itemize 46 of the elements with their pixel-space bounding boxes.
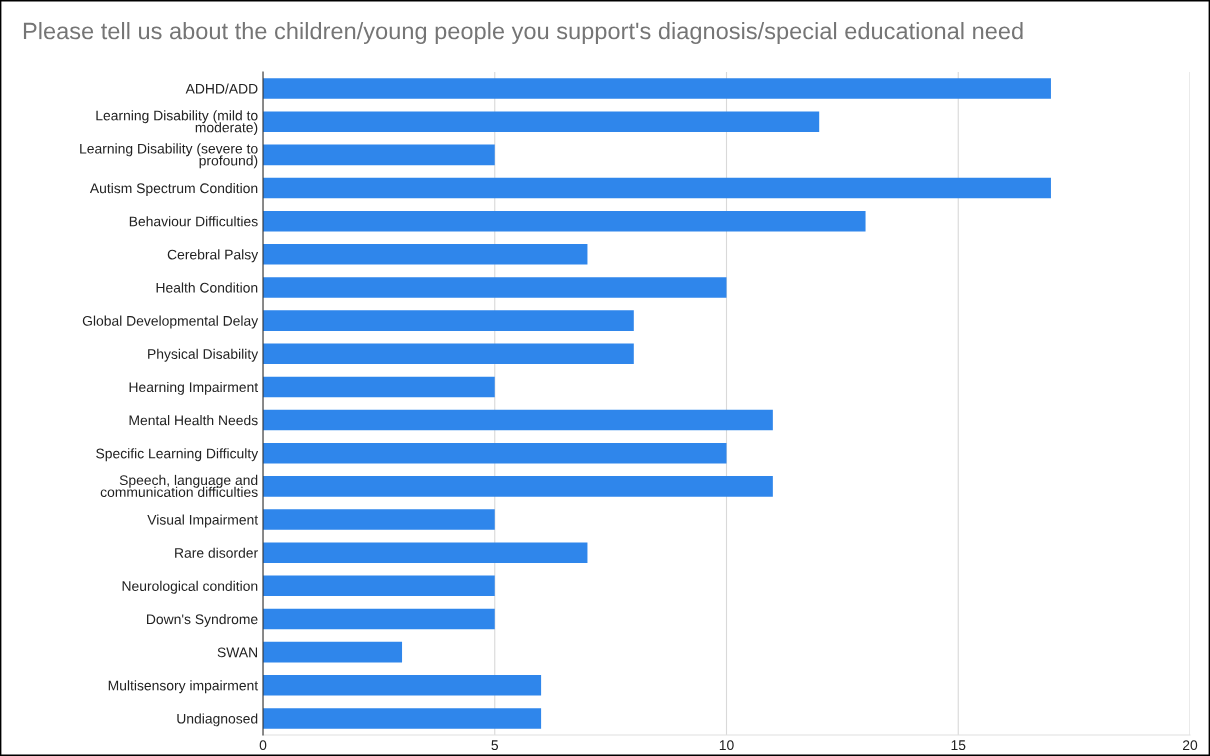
bar xyxy=(263,476,773,497)
bar xyxy=(263,542,588,563)
bar xyxy=(263,509,495,530)
y-tick-label: Global Developmental Delay xyxy=(82,315,259,329)
bar xyxy=(263,111,820,132)
bar xyxy=(263,376,495,398)
y-tick-label: Cerebral Palsy xyxy=(167,249,259,263)
bar xyxy=(263,708,542,729)
bar xyxy=(263,608,495,630)
bar xyxy=(263,442,727,464)
bar xyxy=(263,177,1051,199)
y-tick-label: Autism Spectrum Condition xyxy=(89,182,258,196)
bar xyxy=(263,409,773,431)
x-tick-label: 0 xyxy=(259,740,267,751)
x-tick-label: 15 xyxy=(951,740,966,751)
bar xyxy=(263,78,1051,99)
y-tick-label: Learning Disability (severe to profound) xyxy=(80,143,258,169)
x-tick-label: 10 xyxy=(719,740,734,751)
bar xyxy=(263,277,727,298)
y-tick-label: Physical Disability xyxy=(148,348,259,362)
y-tick-label: Hearning Impairment xyxy=(129,381,259,395)
y-tick-label: Behaviour Difficulties xyxy=(129,216,258,227)
y-tick-label: Visual Impairment xyxy=(147,514,259,528)
y-tick-label: ADHD/ADD xyxy=(185,83,258,94)
bar xyxy=(263,343,634,365)
y-tick-label: Learning Disability (mild to moderate) xyxy=(96,110,258,136)
bar xyxy=(263,244,588,265)
y-tick-label: Neurological condition xyxy=(122,580,258,594)
y-tick-label: SWAN xyxy=(217,647,257,658)
x-tick-label: 5 xyxy=(491,740,499,751)
y-tick-label: Multisensory impairment xyxy=(108,680,259,694)
bar xyxy=(263,641,403,663)
y-tick-label: Mental Health Needs xyxy=(129,415,258,426)
y-tick-label: Rare disorder xyxy=(175,547,258,558)
y-tick-label: Undiagnosed xyxy=(177,713,258,727)
bar xyxy=(263,575,495,597)
bar xyxy=(263,144,495,166)
y-tick-label: Speech, language and communication difficulties xyxy=(100,474,258,498)
y-tick-label: Health Condition xyxy=(156,282,258,293)
y-tick-label: Specific Learning Difficulty xyxy=(96,448,259,462)
chart-title: Please tell us about the children/young people you support's diagnosis/special educational need xyxy=(23,22,1023,44)
bar xyxy=(263,210,866,232)
y-tick-label: Down's Syndrome xyxy=(147,613,258,627)
bar xyxy=(263,310,634,331)
x-tick-label: 20 xyxy=(1182,740,1198,751)
bar xyxy=(263,675,542,696)
